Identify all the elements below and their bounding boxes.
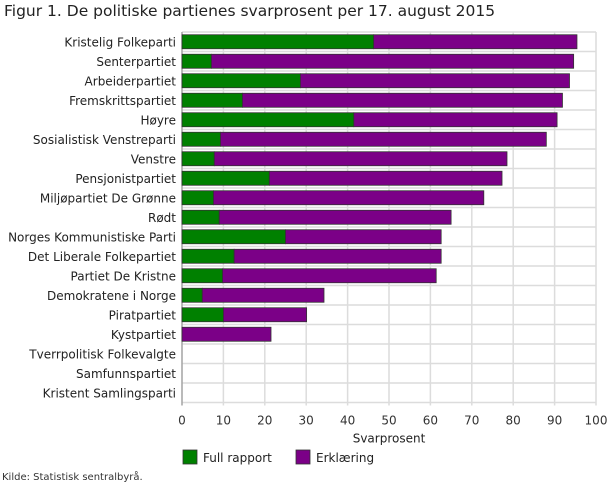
bar-full-rapport [181,112,355,128]
bar-erklaering [213,190,485,206]
bar-full-rapport [181,170,270,186]
bar-erklaering [218,209,452,225]
bar-erklaering [181,326,272,342]
bar-erklaering [373,34,578,50]
bar-full-rapport [181,73,301,89]
x-tick-label: 90 [547,414,562,428]
category-label: Samfunnspartiet [76,367,176,381]
bar-full-rapport [181,34,375,50]
bar-erklaering [210,53,575,69]
x-tick-label: 80 [506,414,521,428]
bar-erklaering [222,268,437,284]
x-tick-label: 30 [299,414,314,428]
x-tick-label: 100 [585,414,608,428]
bar-full-rapport [181,131,221,147]
bar-erklaering [222,307,308,323]
category-label: Høyre [140,113,176,127]
category-label: Fremskrittspartiet [69,94,176,108]
bar-full-rapport [181,209,220,225]
legend-label: Erklæring [316,451,374,465]
category-label: Kristent Samlingsparti [43,386,176,400]
category-label: Partiet De Kristne [71,269,176,283]
x-tick-label: 50 [381,414,396,428]
bar-full-rapport [181,53,212,69]
category-label: Senterpartiet [96,55,176,69]
x-tick-label: 0 [178,414,186,428]
bar-full-rapport [181,248,235,264]
x-tick-label: 10 [216,414,231,428]
category-label: Kristelig Folkeparti [64,35,176,49]
legend-swatch [182,449,198,465]
bar-erklaering [353,112,558,128]
bar-full-rapport [181,190,214,206]
x-tick-label: 40 [340,414,355,428]
bar-erklaering [268,170,503,186]
bar-full-rapport [181,229,286,245]
x-axis-title: Svarprosent [353,432,426,446]
bar-full-rapport [181,151,215,167]
bar-erklaering [285,229,442,245]
x-tick-label: 60 [423,414,438,428]
category-label: Norges Kommunistiske Parti [8,230,176,244]
category-label: Piratpartiet [109,308,177,322]
x-tick-label: 70 [464,414,479,428]
bar-full-rapport [181,92,243,108]
legend-label: Full rapport [203,451,272,465]
chart-title: Figur 1. De politiske partienes svarpros… [4,2,496,20]
category-label: Kystpartiet [111,328,176,342]
source-note: Kilde: Statistisk sentralbyrå. [2,472,143,483]
x-tick-label: 20 [257,414,272,428]
category-label: Miljøpartiet De Grønne [40,191,176,205]
category-label: Pensjonistpartiet [75,172,176,186]
bar-erklaering [300,73,570,89]
bar-erklaering [201,287,325,303]
legend-swatch [295,449,311,465]
category-label: Det Liberale Folkepartiet [28,250,176,264]
category-label: Venstre [131,152,176,166]
category-label: Tverrpolitisk Folkevalgte [28,347,176,361]
bar-full-rapport [181,307,224,323]
category-label: Sosialistisk Venstreparti [33,133,176,147]
category-label: Rødt [148,211,176,225]
bar-erklaering [233,248,442,264]
category-label: Demokratene i Norge [47,289,176,303]
category-label: Arbeiderpartiet [85,74,177,88]
bar-erklaering [242,92,563,108]
bar-erklaering [220,131,547,147]
bar-erklaering [213,151,508,167]
bar-full-rapport [181,287,203,303]
bar-full-rapport [181,268,223,284]
